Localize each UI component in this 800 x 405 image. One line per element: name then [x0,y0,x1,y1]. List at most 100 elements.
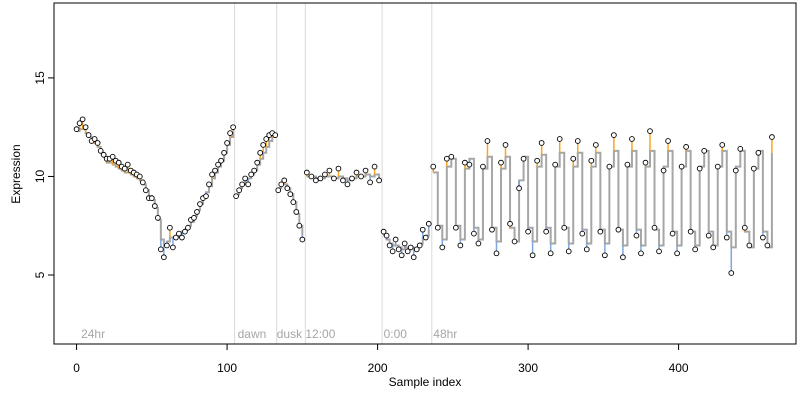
data-point [109,153,116,160]
data-point [293,209,300,215]
data-point [516,185,522,192]
data-point [275,187,282,194]
data-point [443,155,450,162]
fitted-line [383,229,430,251]
x-axis: 0 100 200 300 400 [73,343,689,375]
data-point [769,134,775,140]
data-point [683,144,689,150]
data-point [142,187,149,194]
data-point [254,159,261,166]
data-point [233,193,239,200]
data-point [502,142,509,148]
data-point [317,175,324,182]
data-point [245,181,252,188]
data-point [239,181,245,188]
data-point [353,169,360,176]
data-point [383,232,390,239]
data-point [425,220,432,227]
data-point [588,157,595,164]
data-point [520,155,527,162]
data-point [296,222,303,229]
data-point [701,147,708,154]
data-point [349,175,355,182]
data-point [299,236,306,243]
data-point [170,244,176,251]
plot-frame [53,2,797,345]
segment-label: 48hr [433,327,457,341]
data-point [206,181,212,188]
data-point [511,238,518,245]
data-point [669,230,676,237]
data-point [448,153,455,160]
data-point [410,254,417,261]
data-point [552,161,559,168]
data-point [100,151,107,158]
x-tick-label: 400 [669,361,689,375]
fitted-line [306,173,381,182]
data-point [525,228,531,235]
data-point [260,142,267,148]
segment-label: dawn [238,327,267,341]
data-point [498,159,504,166]
data-point [543,228,550,235]
data-point [191,214,197,221]
observed-points [73,116,775,276]
data-point [263,136,270,142]
data-point [367,179,373,186]
segment-label: 24hr [81,327,105,341]
data-point [755,149,762,156]
data-point [331,175,337,182]
data-point [79,116,86,123]
data-point [136,173,143,180]
data-point [224,140,230,146]
data-point [746,242,753,249]
data-point [592,142,599,148]
x-tick-label: 0 [73,361,80,375]
data-point [73,126,80,133]
data-point [561,224,568,231]
data-point [764,242,771,249]
data-point [154,214,161,221]
data-point [344,181,351,188]
x-tick-label: 200 [368,361,388,375]
data-point [565,248,572,255]
data-point [710,244,717,251]
data-point [124,161,131,168]
data-point [376,177,382,184]
data-point [660,167,667,174]
data-point [434,224,441,231]
data-point [94,140,101,146]
data-point [687,228,694,235]
data-point [633,232,640,239]
data-point [620,254,626,261]
data-point [732,167,739,174]
y-tick-label: 15 [33,71,47,85]
data-point [737,146,744,152]
data-point [597,228,604,235]
data-point [313,177,319,184]
x-tick-label: 100 [217,361,237,375]
y-tick-label: 10 [33,169,47,183]
data-point [230,124,236,131]
segment-labels: 24hr dawn dusk 12:00 0:00 48hr [81,327,457,341]
data-point [453,224,459,231]
data-point [457,242,464,249]
data-point [76,120,83,127]
data-point [674,250,680,257]
data-point [212,167,218,174]
data-point [651,224,658,231]
data-point [570,155,577,162]
data-point [430,163,437,170]
data-point [97,147,104,154]
data-point [167,224,173,231]
data-point [290,199,297,205]
data-point [642,159,649,166]
data-point [158,246,164,253]
data-point [471,230,477,237]
data-point [322,171,328,178]
y-axis: 5 10 15 [33,71,55,278]
data-point [278,181,285,188]
segment-label: 12:00 [305,327,335,341]
data-point [574,138,581,144]
data-point [665,138,671,144]
